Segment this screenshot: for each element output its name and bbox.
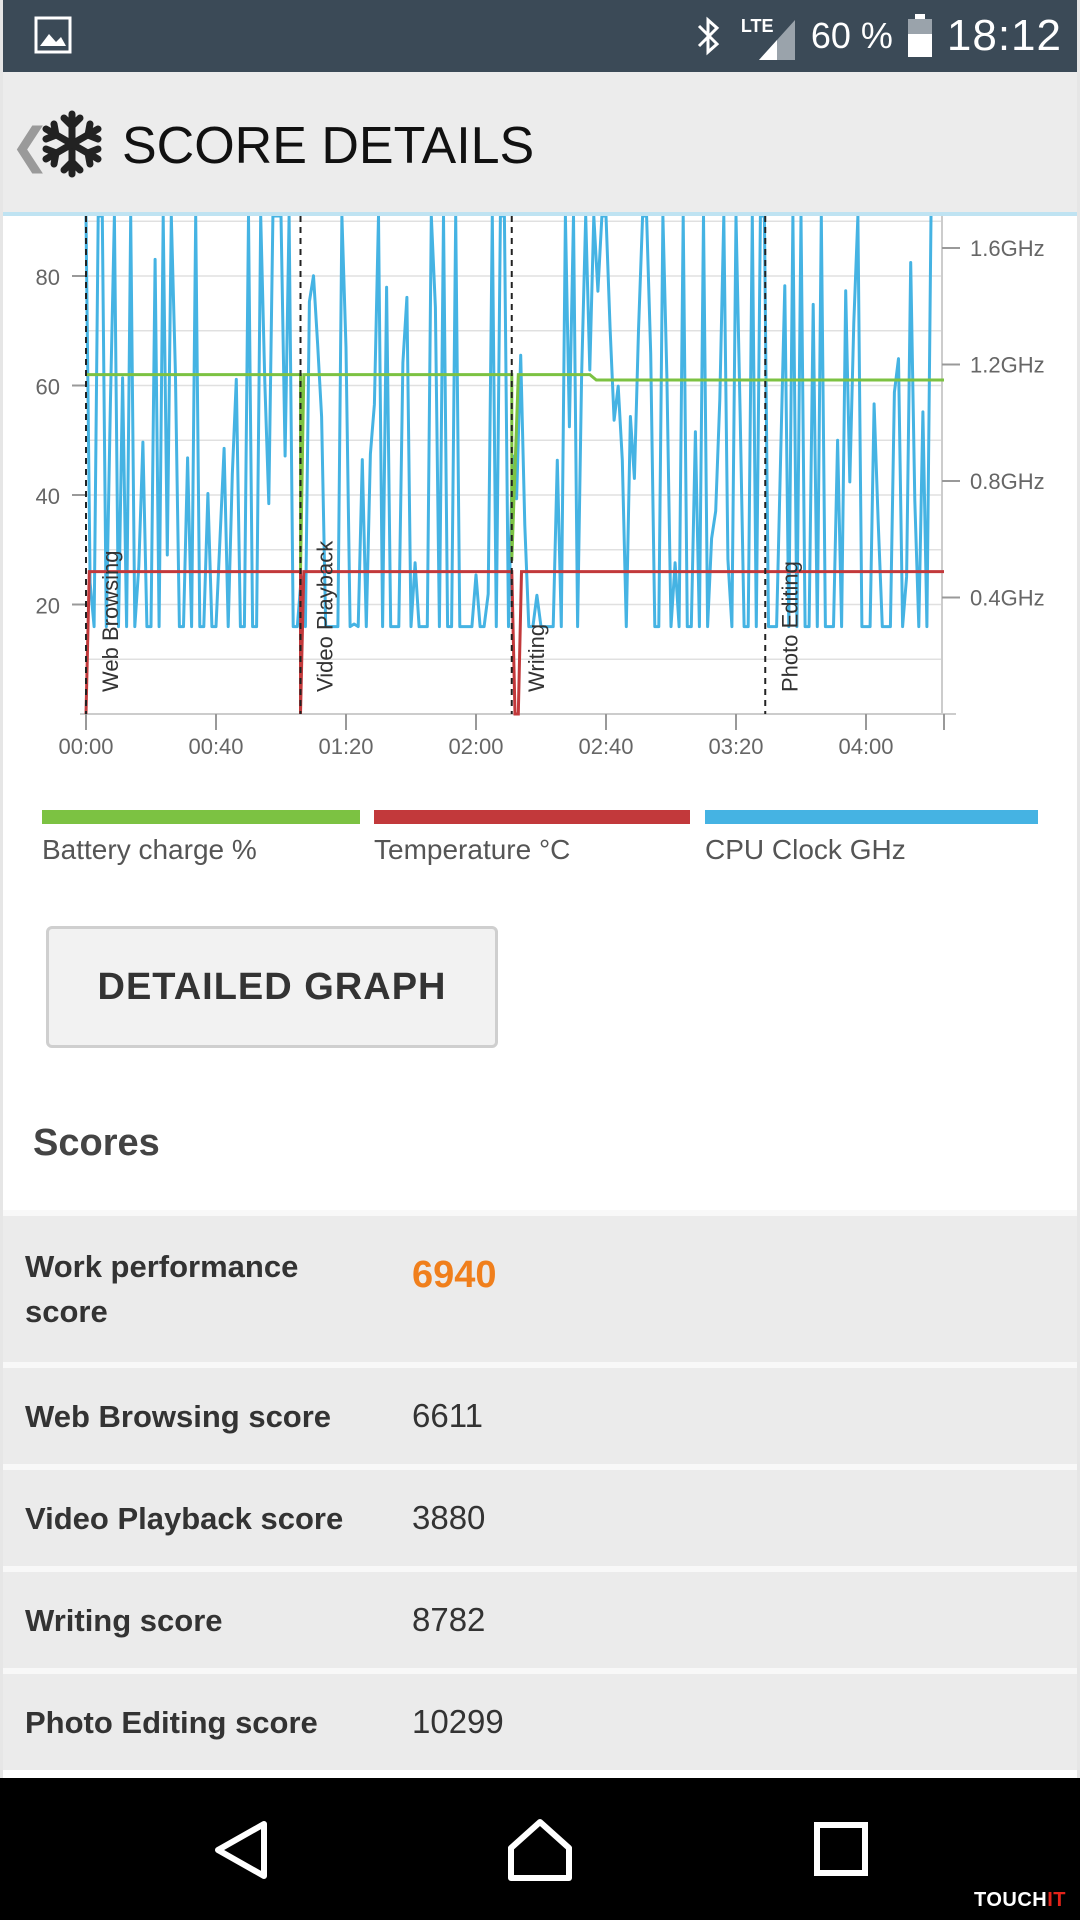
series-line-cpu xyxy=(84,216,933,629)
score-table: Work performance score 6940 Web Browsing… xyxy=(3,1210,1077,1770)
page-title: SCORE DETAILS xyxy=(122,117,535,175)
score-row-web: Web Browsing score 6611 xyxy=(3,1362,1077,1464)
score-value: 3880 xyxy=(412,1499,486,1536)
legend-swatch-temperature xyxy=(374,810,690,824)
score-value: 6611 xyxy=(412,1397,483,1434)
battery-icon xyxy=(907,14,932,57)
legend-item-cpu: CPU Clock GHz xyxy=(705,810,1038,870)
watermark: TOUCHIT xyxy=(974,1889,1066,1912)
score-row-writing: Writing score 8782 xyxy=(3,1566,1077,1668)
legend-item-temperature: Temperature °C xyxy=(374,810,690,870)
x-tick-label: 04:00 xyxy=(838,734,893,756)
series-line-temperature xyxy=(84,570,944,716)
scores-heading: Scores xyxy=(33,1122,160,1164)
section-marker-label: Writing xyxy=(524,624,549,692)
score-value: 10299 xyxy=(412,1703,504,1740)
bluetooth-icon xyxy=(697,16,720,56)
chart-svg: 20 40 60 80 0.4GHz 0.8GHz 1.2GHz 1.6GHz 00:00 00:… xyxy=(36,216,1045,756)
legend-swatch-cpu xyxy=(705,810,1038,824)
x-tick-label: 00:00 xyxy=(58,734,113,756)
section-marker-label: Web Browsing xyxy=(98,551,123,692)
legend-label-cpu: CPU Clock GHz xyxy=(705,834,906,865)
score-value-highlight: 6940 xyxy=(412,1254,497,1296)
app-bar: ❮ SCORE DETAILS xyxy=(0,72,1080,216)
section-marker-label: Video Playback xyxy=(313,540,338,692)
legend-label-temperature: Temperature °C xyxy=(374,834,571,865)
navigation-bar: TOUCHIT xyxy=(0,1778,1080,1920)
section-marker-label: Photo Editing xyxy=(777,561,802,692)
x-tick-label: 02:00 xyxy=(448,734,503,756)
score-row-work: Work performance score 6940 xyxy=(3,1210,1077,1362)
score-row-photo: Photo Editing score 10299 xyxy=(3,1668,1077,1770)
battery-life-chart: 20 40 60 80 0.4GHz 0.8GHz 1.2GHz 1.6GHz 00:00 00:… xyxy=(0,216,1080,756)
nav-back-icon[interactable] xyxy=(212,1820,272,1880)
x-tick-label: 03:20 xyxy=(708,734,763,756)
score-label: Photo Editing score xyxy=(25,1704,318,1740)
score-row-video: Video Playback score 3880 xyxy=(3,1464,1077,1566)
battery-percent: 60 % xyxy=(810,15,893,56)
status-bar: LTE 60 % 18:12 xyxy=(0,0,1080,72)
legend-swatch-battery xyxy=(42,810,360,824)
nav-home-icon[interactable] xyxy=(507,1818,573,1882)
y-left-tick-label: 40 xyxy=(36,484,60,509)
score-label: Writing score xyxy=(25,1602,223,1638)
detailed-graph-button[interactable]: DETAILED GRAPH xyxy=(46,926,498,1048)
watermark-it: IT xyxy=(1047,1889,1066,1911)
x-tick-label: 02:40 xyxy=(578,734,633,756)
snowflake-icon xyxy=(42,110,102,178)
gallery-icon xyxy=(34,16,72,54)
y-right-tick-label: 0.4GHz xyxy=(970,586,1045,611)
score-label: Work performance score xyxy=(25,1249,299,1329)
signal-icon: LTE xyxy=(739,10,797,62)
x-tick-label: 00:40 xyxy=(188,734,243,756)
score-label: Video Playback score xyxy=(25,1500,344,1536)
x-tick-label: 01:20 xyxy=(318,734,373,756)
y-left-tick-label: 60 xyxy=(36,375,60,400)
legend-label-battery: Battery charge % xyxy=(42,834,257,865)
legend-item-battery: Battery charge % xyxy=(42,810,360,870)
y-right-tick-label: 0.8GHz xyxy=(970,469,1045,494)
watermark-touch: TOUCH xyxy=(973,1889,1048,1911)
y-left-tick-label: 80 xyxy=(36,265,60,290)
nav-recent-icon[interactable] xyxy=(814,1822,868,1876)
clock: 18:12 xyxy=(946,11,1062,60)
network-type: LTE xyxy=(740,16,774,36)
y-right-tick-label: 1.6GHz xyxy=(970,236,1045,261)
y-left-tick-label: 20 xyxy=(36,594,60,619)
y-right-tick-label: 1.2GHz xyxy=(970,353,1045,378)
score-value: 8782 xyxy=(412,1601,486,1638)
score-label: Web Browsing score xyxy=(25,1398,332,1434)
